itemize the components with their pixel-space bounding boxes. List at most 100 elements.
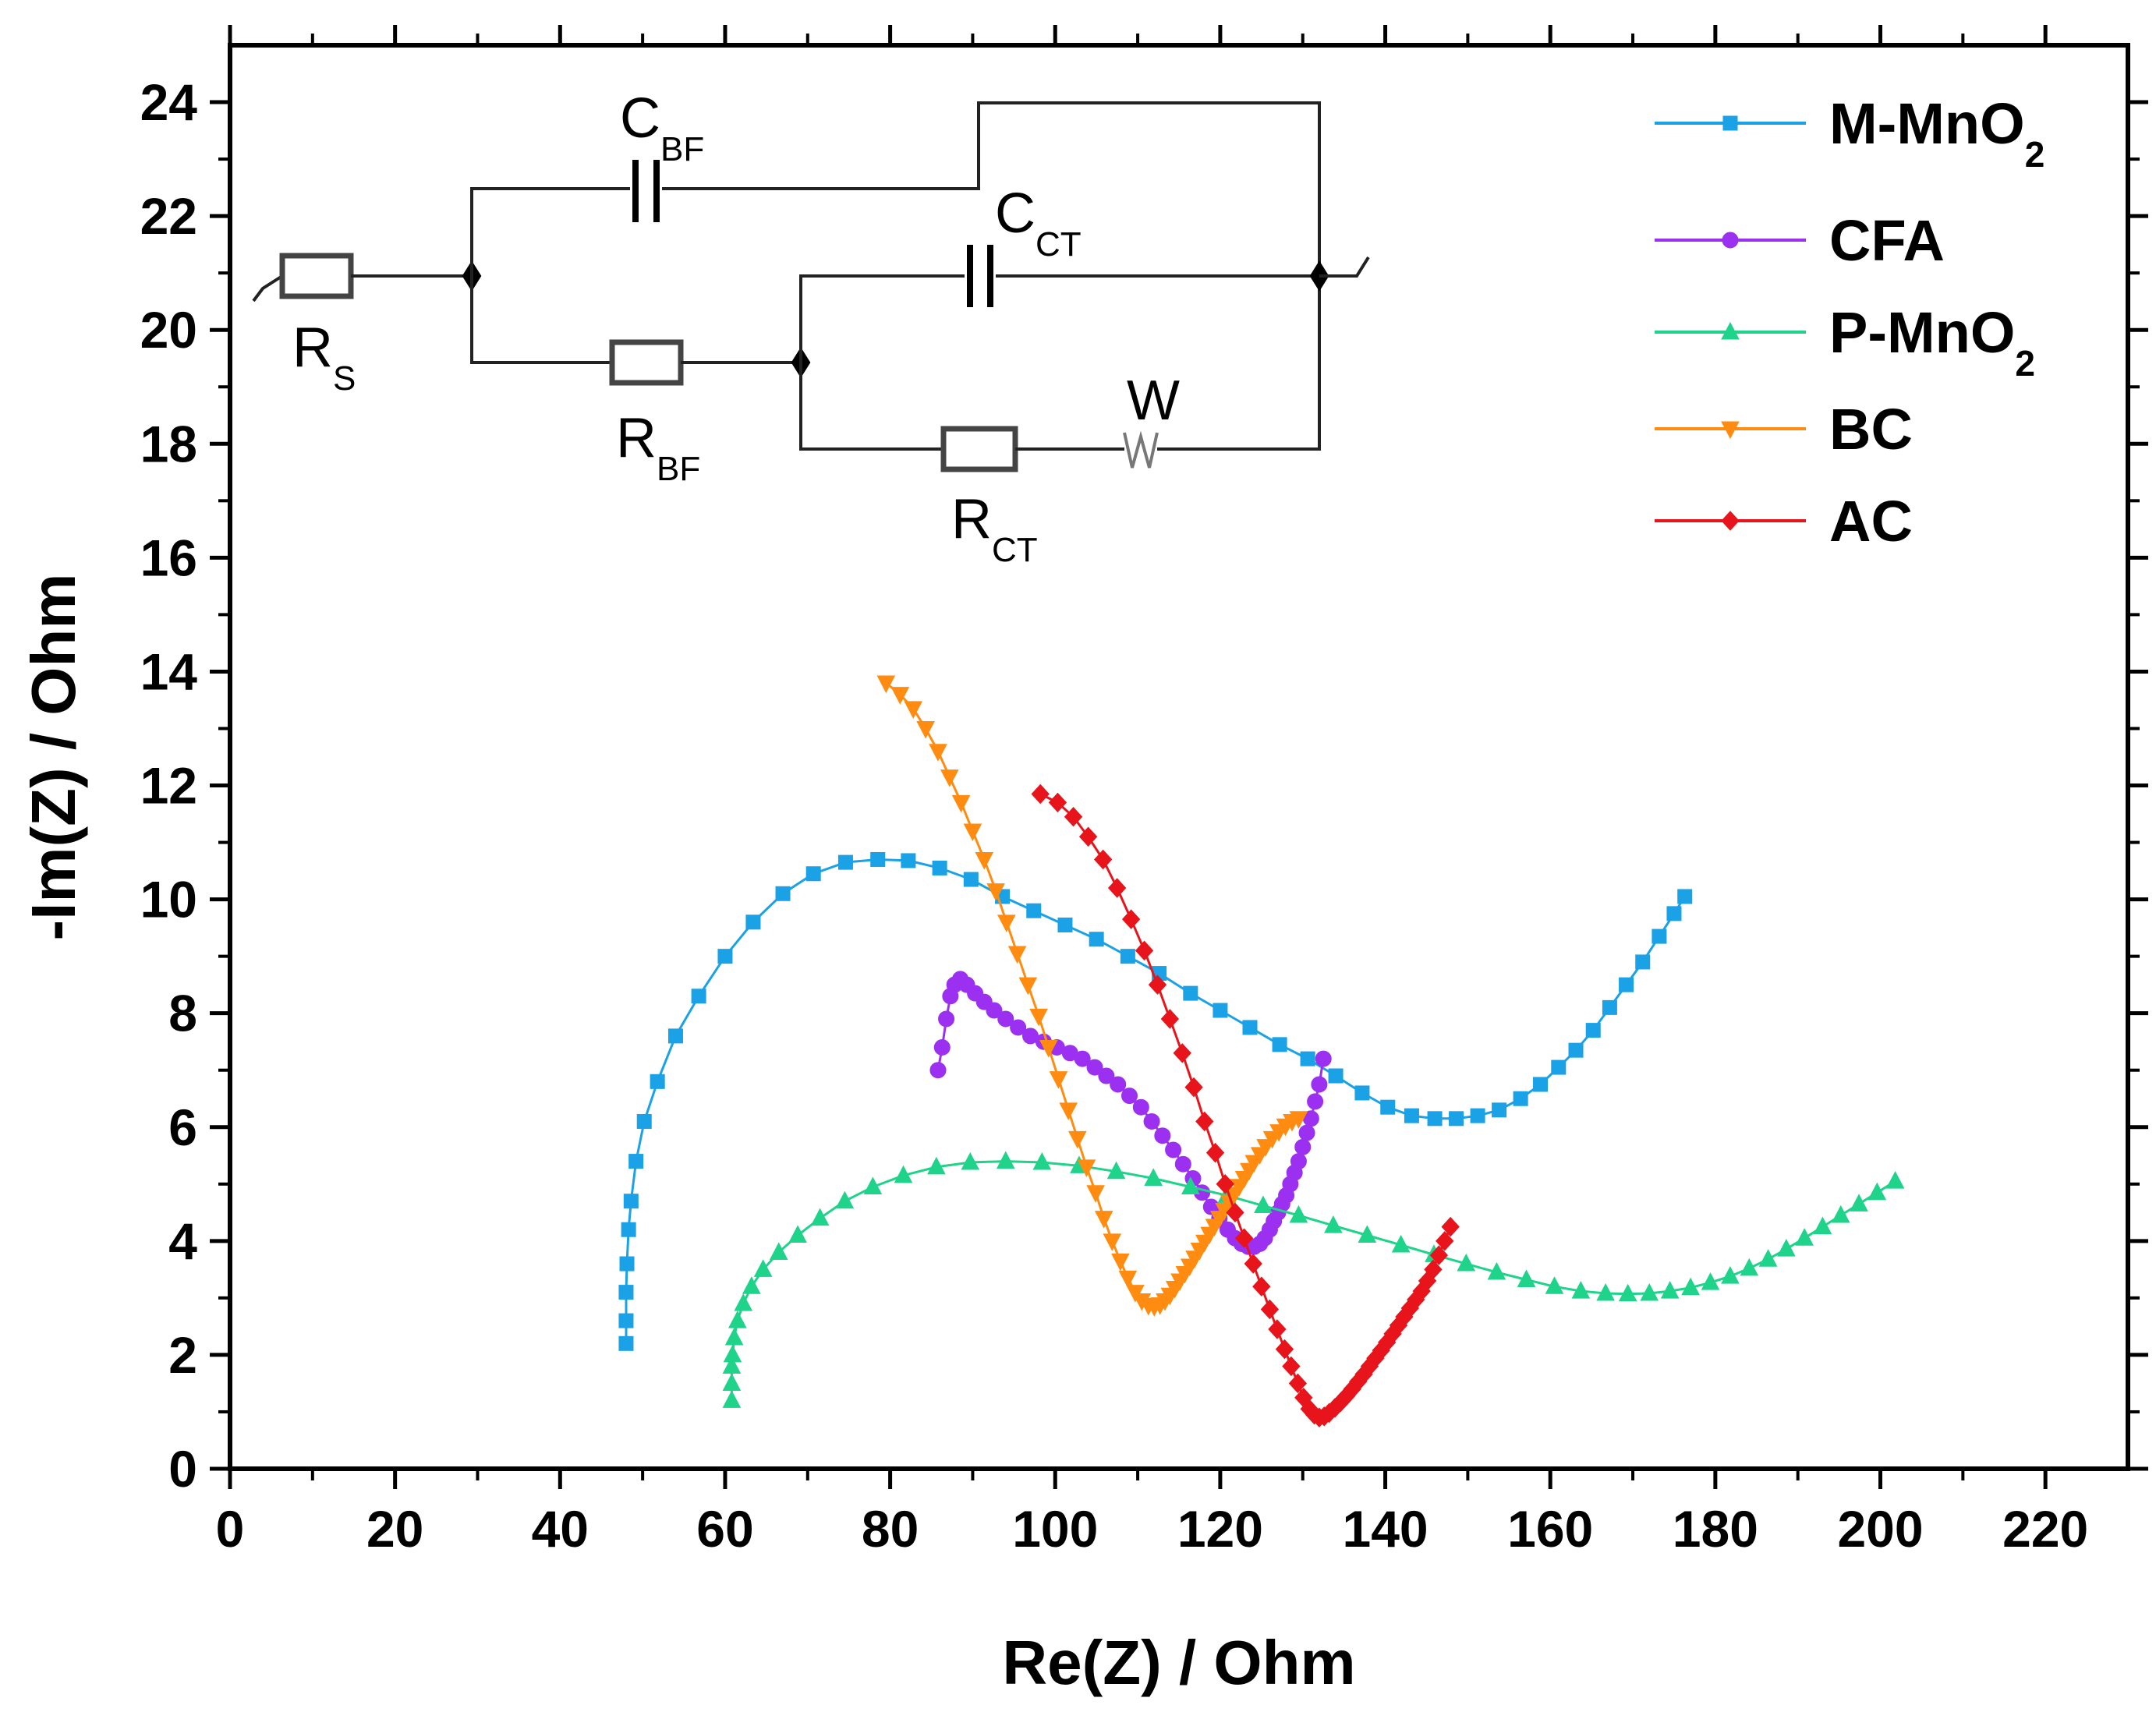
- data-point-p-mno2: [1831, 1204, 1850, 1223]
- data-point-m-mno2: [1026, 903, 1042, 918]
- circuit-wire-cbf: [470, 187, 630, 276]
- legend-label-ac: AC: [1829, 489, 1913, 554]
- data-point-bc: [1007, 946, 1027, 964]
- circuit-lead-right: [1319, 256, 1370, 278]
- data-point-p-mno2: [1358, 1225, 1377, 1243]
- data-point-p-mno2: [1487, 1261, 1506, 1280]
- data-point-p-mno2: [1391, 1234, 1411, 1253]
- data-point-ac: [1436, 1231, 1454, 1251]
- data-point-m-mno2: [1533, 1077, 1549, 1092]
- label-w: W: [1127, 370, 1180, 432]
- data-point-bc: [890, 687, 910, 705]
- legend-marker-p-mno2: [1721, 321, 1740, 340]
- y-tick-label: 10: [140, 871, 197, 929]
- data-point-m-mno2: [1242, 1020, 1258, 1035]
- data-point-p-mno2: [1545, 1276, 1564, 1294]
- x-tick-label: 140: [1343, 1500, 1428, 1558]
- y-tick-label: 4: [168, 1212, 197, 1270]
- data-point-cfa: [1290, 1153, 1307, 1170]
- data-point-p-mno2: [722, 1373, 742, 1391]
- data-point-p-mno2: [722, 1390, 742, 1408]
- data-point-cfa: [986, 1002, 1003, 1019]
- data-point-ac: [1275, 1339, 1294, 1360]
- data-point-ac: [1216, 1174, 1234, 1194]
- data-point-m-mno2: [805, 866, 821, 882]
- data-point-bc: [1018, 977, 1038, 996]
- data-point-m-mno2: [618, 1313, 634, 1328]
- y-tick-label: 20: [140, 301, 197, 359]
- data-point-ac: [1441, 1216, 1460, 1237]
- legend-item-p-mno2: P-MnO2: [1655, 300, 2035, 384]
- circuit-wire-rct-left: [799, 363, 943, 451]
- data-point-bc: [1289, 1111, 1308, 1129]
- data-point-ac: [1064, 806, 1083, 827]
- data-point-p-mno2: [996, 1151, 1015, 1169]
- legend-label-main: AC: [1829, 489, 1913, 554]
- data-point-m-mno2: [623, 1194, 639, 1209]
- data-point-p-mno2: [722, 1356, 742, 1374]
- data-point-p-mno2: [835, 1190, 855, 1209]
- circuit-wire-cbf-right: [662, 101, 1321, 276]
- label-cbf: CBF: [620, 87, 704, 168]
- data-point-cfa: [938, 1010, 955, 1028]
- data-point-m-mno2: [1602, 999, 1617, 1015]
- y-tick-label: 8: [168, 985, 197, 1042]
- data-point-cfa: [1074, 1050, 1091, 1067]
- data-point-ac: [1031, 783, 1050, 805]
- data-point-m-mno2: [901, 853, 916, 868]
- data-point-ac: [1093, 849, 1113, 870]
- x-tick-label: 180: [1673, 1500, 1758, 1558]
- data-point-bc: [986, 883, 1005, 901]
- data-point-m-mno2: [1300, 1051, 1315, 1066]
- data-point-ac: [1121, 909, 1141, 929]
- data-point-bc: [904, 701, 923, 719]
- data-point-bc: [1039, 1040, 1058, 1058]
- label-rs: RS: [292, 317, 356, 398]
- data-point-p-mno2: [1254, 1195, 1273, 1214]
- data-point-m-mno2: [1380, 1099, 1396, 1115]
- data-point-m-mno2: [618, 1285, 634, 1300]
- x-tick-label: 20: [366, 1500, 423, 1558]
- x-tick-label: 60: [696, 1500, 753, 1558]
- data-point-bc: [975, 851, 994, 870]
- data-point-m-mno2: [717, 949, 733, 964]
- data-point-m-mno2: [636, 1113, 652, 1129]
- data-point-p-mno2: [1885, 1171, 1905, 1189]
- data-point-p-mno2: [1618, 1283, 1637, 1302]
- data-point-ac: [1135, 940, 1154, 961]
- data-point-p-mno2: [788, 1225, 807, 1243]
- data-point-p-mno2: [1032, 1151, 1052, 1170]
- data-point-p-mno2: [1289, 1204, 1308, 1223]
- resistor-rbf: [609, 339, 684, 386]
- circuit-wire-rbf-left: [470, 276, 612, 364]
- data-point-cfa: [1010, 1019, 1027, 1036]
- data-point-cfa: [1154, 1127, 1171, 1144]
- data-point-cfa: [1311, 1076, 1328, 1093]
- data-point-m-mno2: [1404, 1108, 1419, 1123]
- y-tick-label: 16: [140, 529, 197, 586]
- data-point-ac: [1252, 1276, 1271, 1297]
- data-point-bc: [1068, 1130, 1087, 1149]
- data-point-m-mno2: [1513, 1091, 1528, 1106]
- y-tick-label: 24: [140, 73, 198, 131]
- legend-marker-bc: [1721, 421, 1740, 440]
- data-point-p-mno2: [1660, 1281, 1680, 1299]
- x-tick-label: 40: [532, 1500, 589, 1558]
- legend-item-ac: AC: [1655, 489, 1913, 554]
- label-rbf: RBF: [616, 407, 700, 488]
- legend-label-p-mno2: P-MnO2: [1829, 300, 2035, 384]
- data-point-m-mno2: [932, 860, 947, 875]
- legend-label-main: P-MnO: [1829, 300, 2015, 365]
- data-point-p-mno2: [1106, 1161, 1126, 1180]
- data-point-p-mno2: [753, 1259, 773, 1277]
- x-tick-label: 0: [216, 1500, 245, 1558]
- y-tick-label: 18: [140, 415, 197, 472]
- y-axis-title: -Im(Z) / Ohm: [19, 573, 88, 940]
- legend-label-main: M-MnO: [1829, 91, 2025, 156]
- data-point-ac: [1288, 1373, 1308, 1394]
- data-point-bc: [997, 914, 1016, 932]
- data-point-ac: [1234, 1228, 1254, 1248]
- data-point-cfa: [997, 1010, 1014, 1028]
- data-point-ac: [1160, 1009, 1180, 1029]
- data-point-m-mno2: [1328, 1068, 1344, 1084]
